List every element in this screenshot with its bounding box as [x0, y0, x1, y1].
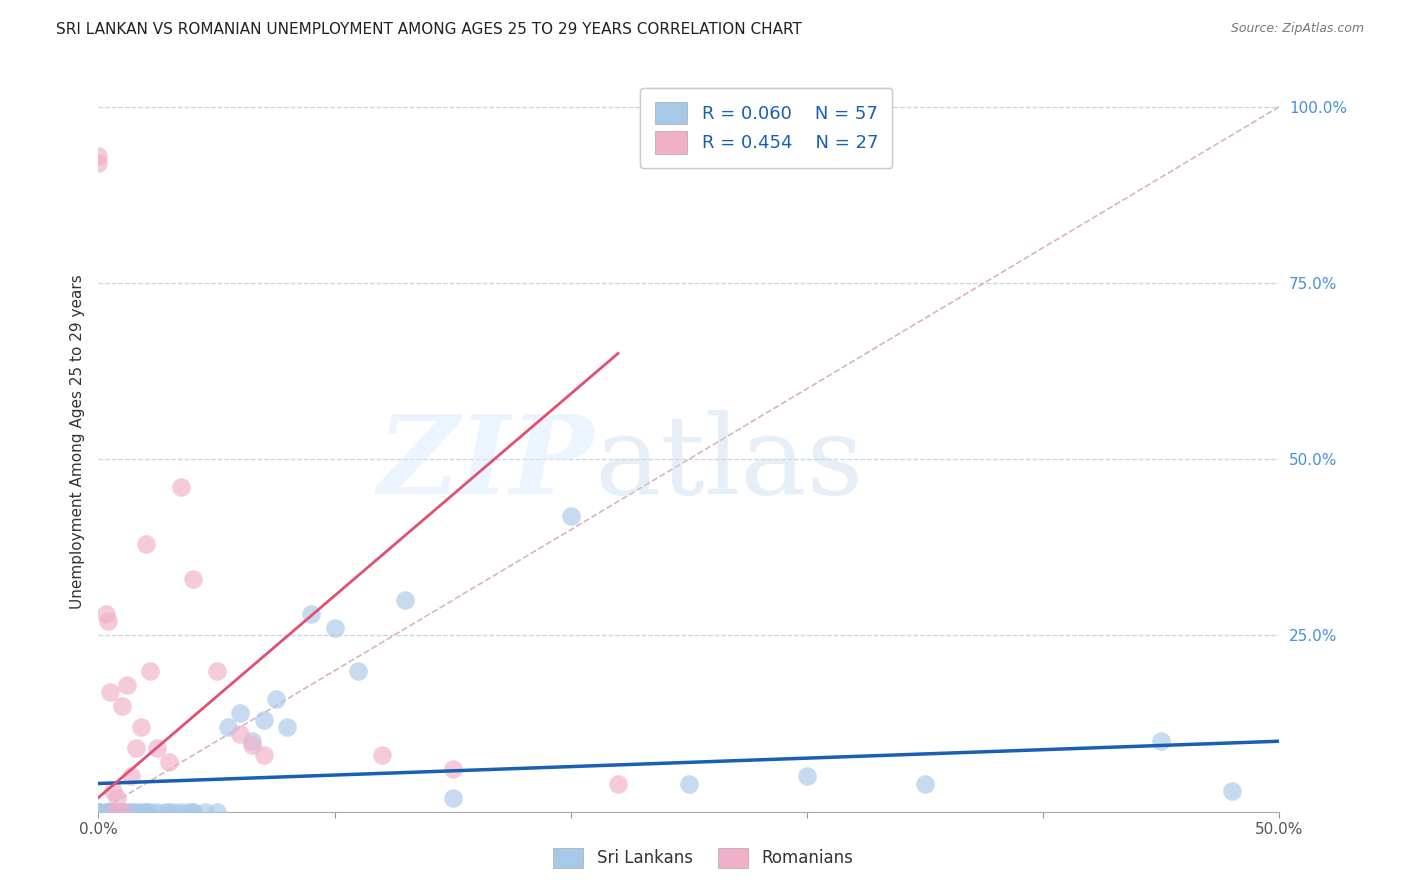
- Point: [104, 805, 127, 819]
- Point: [170, 805, 193, 819]
- Point: [205, 805, 228, 819]
- Point: [97, 805, 120, 819]
- Point: [181, 805, 204, 819]
- Point: [125, 805, 148, 819]
- Point: [371, 748, 394, 763]
- Point: [153, 805, 176, 819]
- Point: [205, 664, 228, 678]
- Point: [146, 805, 169, 819]
- Point: [108, 805, 131, 819]
- Legend: R = 0.060    N = 57, R = 0.454    N = 27: R = 0.060 N = 57, R = 0.454 N = 27: [640, 87, 893, 168]
- Point: [796, 769, 818, 783]
- Point: [347, 664, 370, 678]
- Point: [441, 763, 464, 777]
- Point: [104, 805, 127, 819]
- Point: [94, 805, 117, 819]
- Point: [122, 805, 145, 819]
- Point: [253, 748, 276, 763]
- Point: [94, 805, 117, 819]
- Point: [194, 805, 217, 819]
- Point: [240, 734, 263, 748]
- Point: [94, 607, 117, 622]
- Point: [264, 692, 287, 706]
- Point: [111, 805, 134, 819]
- Point: [181, 805, 204, 819]
- Point: [129, 805, 152, 819]
- Point: [146, 741, 169, 756]
- Point: [115, 805, 138, 819]
- Point: [87, 156, 110, 170]
- Point: [87, 805, 110, 819]
- Point: [87, 149, 110, 163]
- Point: [87, 805, 110, 819]
- Point: [135, 805, 157, 819]
- Point: [157, 805, 180, 819]
- Point: [139, 805, 162, 819]
- Point: [229, 727, 252, 741]
- Point: [217, 720, 239, 734]
- Text: SRI LANKAN VS ROMANIAN UNEMPLOYMENT AMONG AGES 25 TO 29 YEARS CORRELATION CHART: SRI LANKAN VS ROMANIAN UNEMPLOYMENT AMON…: [56, 22, 801, 37]
- Legend: Sri Lankans, Romanians: Sri Lankans, Romanians: [547, 841, 859, 875]
- Point: [87, 805, 110, 819]
- Point: [87, 805, 110, 819]
- Point: [1220, 783, 1243, 797]
- Point: [394, 593, 416, 607]
- Point: [87, 805, 110, 819]
- Point: [115, 678, 138, 692]
- Point: [276, 720, 298, 734]
- Point: [118, 805, 141, 819]
- Point: [87, 805, 110, 819]
- Point: [129, 720, 152, 734]
- Point: [441, 790, 464, 805]
- Y-axis label: Unemployment Among Ages 25 to 29 years: Unemployment Among Ages 25 to 29 years: [69, 274, 84, 609]
- Text: ZIP: ZIP: [378, 410, 595, 517]
- Point: [121, 769, 143, 783]
- Point: [105, 790, 128, 805]
- Point: [98, 805, 121, 819]
- Point: [98, 805, 121, 819]
- Point: [229, 706, 252, 720]
- Point: [135, 805, 157, 819]
- Point: [299, 607, 322, 622]
- Point: [323, 621, 346, 635]
- Point: [87, 805, 110, 819]
- Point: [98, 685, 121, 699]
- Point: [560, 508, 582, 523]
- Point: [253, 713, 276, 727]
- Point: [157, 756, 180, 770]
- Point: [97, 615, 120, 629]
- Point: [105, 805, 128, 819]
- Text: atlas: atlas: [595, 410, 865, 517]
- Point: [87, 805, 110, 819]
- Point: [135, 537, 157, 551]
- Point: [125, 741, 148, 756]
- Point: [101, 783, 124, 797]
- Point: [111, 805, 134, 819]
- Point: [111, 805, 134, 819]
- Point: [111, 698, 134, 713]
- Point: [1150, 734, 1173, 748]
- Point: [240, 738, 263, 752]
- Point: [87, 805, 110, 819]
- Point: [87, 805, 110, 819]
- Point: [139, 664, 162, 678]
- Point: [678, 776, 700, 790]
- Point: [104, 805, 127, 819]
- Point: [181, 572, 204, 586]
- Point: [163, 805, 186, 819]
- Point: [101, 805, 124, 819]
- Point: [914, 776, 936, 790]
- Point: [177, 805, 200, 819]
- Point: [170, 480, 193, 494]
- Point: [607, 776, 630, 790]
- Text: Source: ZipAtlas.com: Source: ZipAtlas.com: [1230, 22, 1364, 36]
